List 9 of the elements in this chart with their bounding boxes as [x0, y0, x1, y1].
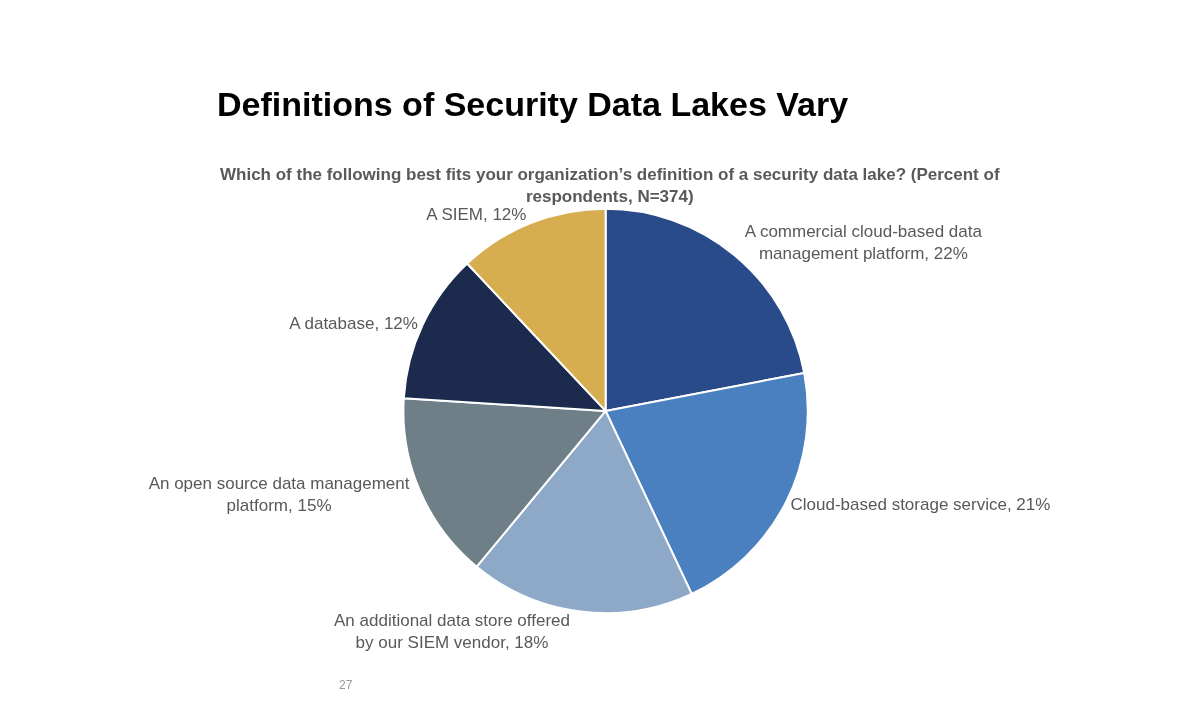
slice-label: A commercial cloud-based data management platform, 22%: [744, 222, 983, 264]
slice-label: An additional data store offered by our SIEM vendor, 18%: [334, 611, 570, 653]
chart-subtitle: Which of the following best fits your organization’s definition of a security data lake? (Percent of respondents, N=374): [220, 165, 1000, 207]
slice-label: An open source data management platform, 15%: [148, 473, 410, 516]
chart-title: Definitions of Security Data Lakes Vary: [217, 85, 849, 123]
slice-label: A SIEM, 12%: [426, 205, 527, 225]
text: 27: [339, 678, 353, 692]
slice-label: Cloud-based storage service, 21%: [790, 495, 1051, 515]
slice-label: A database, 12%: [289, 313, 418, 333]
